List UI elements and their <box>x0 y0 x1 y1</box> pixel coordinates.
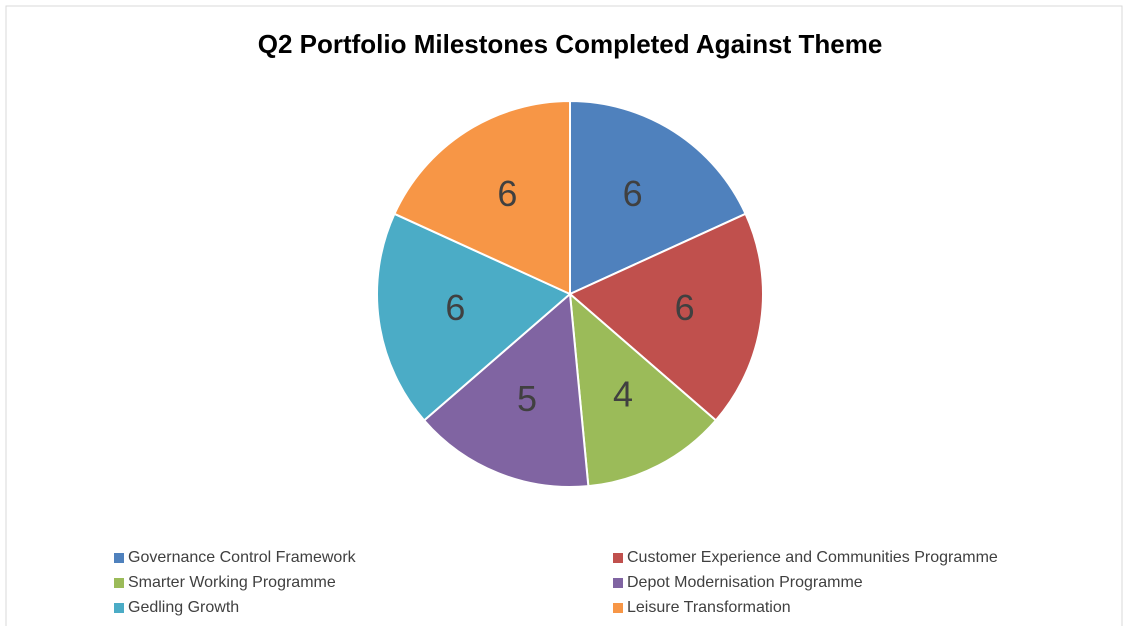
legend-marker <box>613 578 623 588</box>
pie-slice <box>393 99 571 296</box>
legend-label: Depot Modernisation Programme <box>627 574 863 591</box>
legend-label: Smarter Working Programme <box>128 574 336 591</box>
legend-marker <box>613 553 623 563</box>
value-label: 6 <box>623 173 643 214</box>
pie-slice <box>376 212 572 422</box>
value-label: 6 <box>497 173 517 214</box>
legend-label: Governance Control Framework <box>128 549 357 566</box>
legend-marker <box>114 553 124 563</box>
value-label: 4 <box>613 373 633 414</box>
legend-label: Gedling Growth <box>128 599 239 616</box>
legend-label: Leisure Transformation <box>627 599 791 616</box>
chart-title: Q2 Portfolio Milestones Completed Agains… <box>258 29 883 59</box>
value-label: 6 <box>445 287 465 328</box>
legend-label: Customer Experience and Communities Prog… <box>627 549 998 566</box>
value-label: 5 <box>517 378 537 419</box>
pie-slice <box>569 99 747 296</box>
value-label: 6 <box>675 287 695 328</box>
legend-marker <box>613 603 623 613</box>
pie-slice <box>568 212 764 422</box>
legend-marker <box>114 578 124 588</box>
pie-slice <box>422 291 590 488</box>
pie-slice <box>568 291 718 488</box>
legend-marker <box>114 603 124 613</box>
